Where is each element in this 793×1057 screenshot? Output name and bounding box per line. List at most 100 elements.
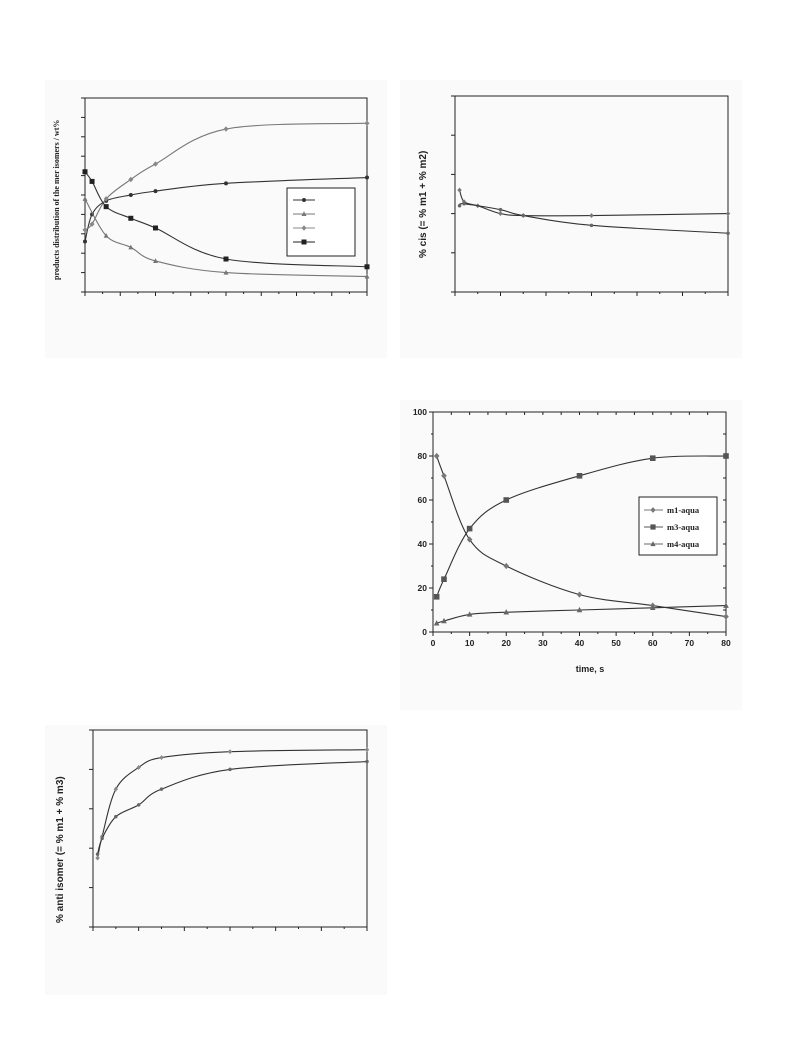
series-1-point [503, 497, 510, 503]
x-tick-label: 40 [575, 638, 585, 648]
series-1-point [223, 269, 229, 275]
series-1-point [462, 202, 466, 206]
x-tick-label: 50 [611, 638, 621, 648]
series-2-point [103, 196, 109, 202]
series-1-point [364, 273, 370, 279]
chart-mer-distribution: products distribution of the mer isomers… [52, 97, 370, 296]
series-0-point [441, 472, 447, 479]
series-2-point [723, 602, 729, 608]
x-tick-label: 60 [648, 638, 658, 648]
series-0-point [364, 747, 370, 753]
x-tick-label: 70 [685, 638, 695, 648]
series-1-point [114, 814, 118, 819]
legend-marker-2 [650, 541, 656, 547]
legend-label-m3-aqua: m3-aqua [667, 522, 700, 532]
series-0-point [723, 613, 729, 620]
series-1-point [159, 787, 164, 791]
series-0-point [576, 591, 583, 598]
legend-marker-1 [301, 211, 307, 216]
series-1-point [576, 473, 583, 479]
y-axis-label: % cis (= % m1 + % m2) [418, 151, 429, 258]
series-2-point [503, 609, 510, 615]
series-1-point [441, 576, 447, 582]
chart-cis: % cis (= % m1 + % m2) [418, 95, 731, 296]
series-2-point [89, 221, 95, 227]
x-tick-label: 80 [721, 638, 731, 648]
legend-marker-0 [302, 198, 306, 202]
chart-anti: % anti isomer (= % m1 + % m3) [55, 729, 370, 931]
series-2-point [649, 604, 656, 611]
series-3-point [364, 264, 370, 270]
plot-frame [92, 729, 368, 928]
legend-marker-3 [301, 239, 307, 245]
series-0-point [153, 189, 158, 194]
legend-label-m4-aqua: m4-aqua [667, 539, 700, 549]
y-tick-label: 100 [413, 407, 427, 417]
series-0-point [128, 193, 133, 197]
x-tick-label: 30 [538, 638, 548, 648]
series-1-point [723, 453, 729, 459]
chart-aqua: time, s 0 10 20 30 40 50 60 70 80 0 20 40 60 80 100 m1-… [413, 407, 731, 674]
series-0-point [159, 755, 164, 760]
series-1-point [649, 455, 656, 461]
legend-box [286, 187, 356, 257]
chart-panel-aqua: time, s 0 10 20 30 40 50 60 70 80 0 20 40 60 80 100 m1-… [400, 400, 742, 710]
y-axis-label: products distribution of the mer isomers… [52, 120, 61, 280]
series-3-point [128, 215, 134, 221]
series-2-point [433, 620, 440, 626]
series-1-point [95, 852, 100, 856]
series-1-point [457, 204, 462, 208]
series-1-point [100, 836, 104, 841]
series-0-point [457, 187, 462, 193]
chart-panel-anti: % anti isomer (= % m1 + % m3) [45, 725, 387, 995]
legend-marker-2 [301, 225, 307, 231]
series-2-curve [436, 605, 727, 624]
series-1-point [103, 232, 109, 238]
series-3-point [89, 178, 95, 184]
series-1-point [128, 244, 134, 250]
series-2-point [364, 120, 370, 126]
series-1-point [433, 594, 440, 600]
x-tick-label: 0 [431, 638, 436, 648]
series-3-point [153, 225, 158, 231]
y-axis-label: % anti isomer (= % m1 + % m3) [55, 776, 66, 923]
series-1-point [136, 803, 141, 807]
series-0-point [433, 452, 440, 460]
series-2-point [466, 611, 473, 617]
series-1-point [153, 258, 158, 263]
series-1-point [498, 207, 503, 212]
x-tick-label: 20 [502, 638, 512, 648]
series-1-point [521, 213, 526, 218]
series-1-point [82, 196, 88, 201]
series-0-point [365, 175, 369, 180]
legend-marker-0 [650, 507, 656, 513]
series-0-point [589, 213, 594, 218]
y-tick-label: 80 [418, 451, 428, 461]
x-axis-label: time, s [576, 664, 605, 674]
chart-panel-mer-distribution: products distribution of the mer isomers… [45, 80, 387, 358]
y-tick-label: 0 [422, 627, 427, 637]
series-0-point [113, 786, 119, 792]
series-0-point [725, 211, 731, 217]
series-1-point [228, 767, 232, 772]
series-0-point [95, 855, 100, 861]
series-0-point [227, 749, 233, 755]
series-1-point [726, 231, 730, 235]
series-2-point [441, 617, 447, 624]
series-2-point [576, 606, 583, 613]
series-0-point [498, 211, 503, 217]
y-tick-label: 40 [418, 539, 428, 549]
y-tick-label: 20 [418, 583, 428, 593]
series-0-point [83, 239, 87, 244]
series-1-curve [97, 760, 368, 855]
series-3-point [103, 204, 109, 210]
series-2-point [128, 176, 134, 183]
legend-label-m1-aqua: m1-aqua [667, 505, 700, 515]
chart-panel-cis: % cis (= % m1 + % m2) [400, 80, 742, 358]
series-3-point [223, 256, 229, 262]
legend-marker-1 [650, 524, 656, 530]
series-2-point [223, 126, 229, 132]
series-0-point [503, 562, 510, 570]
series-0-point [224, 181, 228, 186]
series-1-point [466, 525, 473, 532]
